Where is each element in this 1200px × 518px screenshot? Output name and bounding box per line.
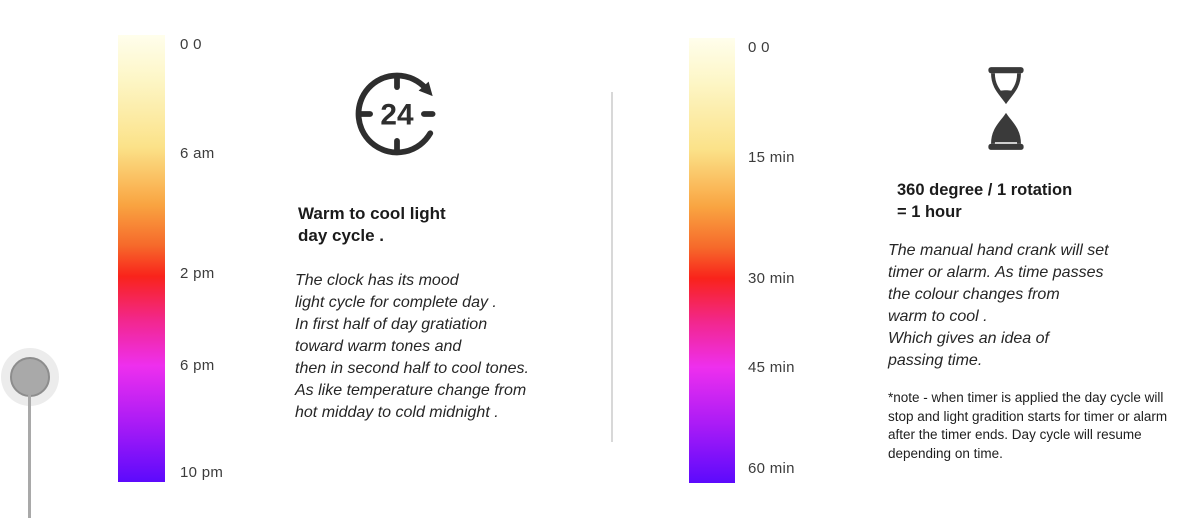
timer-note: *note - when timer is applied the day cy… <box>888 390 1168 461</box>
day-scale-label-6am: 6 am <box>180 145 215 162</box>
crank-description: The manual hand crank will set timer or … <box>888 242 1109 369</box>
rotation-heading: 360 degree / 1 rotation = 1 hour <box>897 181 1073 221</box>
section-divider <box>611 92 613 442</box>
clock-24h-icon: 24 <box>347 64 447 164</box>
day-scale-label-6pm: 6 pm <box>180 357 215 374</box>
hourglass-icon <box>983 66 1029 151</box>
day-scale-label-10pm: 10 pm <box>180 464 224 481</box>
crank-pin-stem <box>28 395 31 518</box>
timer-scale-label-30: 30 min <box>748 270 795 287</box>
day-scale-label-0: 0 0 <box>180 36 202 53</box>
timer-scale-label-15: 15 min <box>748 149 795 166</box>
crank-pin-knob <box>10 357 50 397</box>
timer-gradient-bar <box>689 38 735 483</box>
day-cycle-heading: Warm to cool light day cycle . <box>298 204 446 245</box>
timer-scale-label-0: 0 0 <box>748 39 770 56</box>
day-cycle-gradient-bar <box>118 35 165 482</box>
timer-scale-label-60: 60 min <box>748 460 795 477</box>
day-scale-label-2pm: 2 pm <box>180 265 215 282</box>
day-cycle-description: The clock has its mood light cycle for c… <box>295 272 529 421</box>
timer-scale-label-45: 45 min <box>748 359 795 376</box>
clock-24-label: 24 <box>380 99 414 132</box>
